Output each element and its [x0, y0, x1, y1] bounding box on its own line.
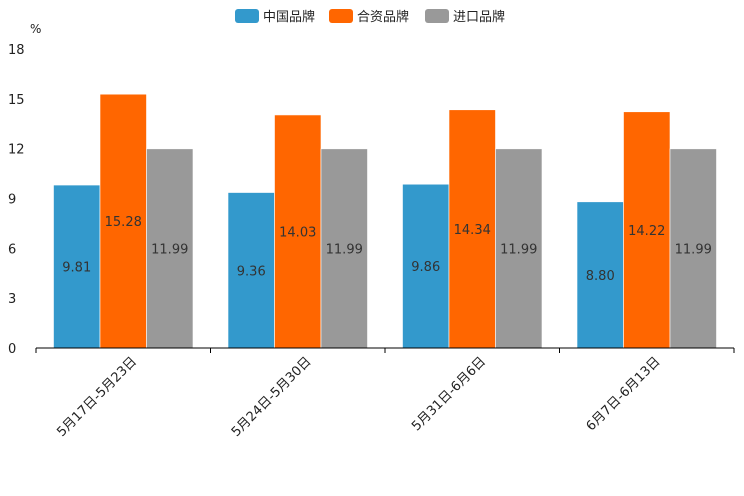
bar [669, 148, 717, 349]
y-axis-unit: % [30, 22, 41, 36]
legend-swatch [425, 9, 449, 23]
y-tick-label: 12 [8, 143, 25, 158]
bar [53, 184, 101, 349]
bar-value-label: 8.80 [586, 269, 615, 284]
bar-value-label: 14.03 [279, 225, 316, 240]
legend-label: 进口品牌 [453, 9, 505, 25]
bar-value-label: 9.86 [411, 260, 440, 275]
bar-value-label: 9.36 [237, 264, 266, 279]
bar-value-label: 14.22 [628, 224, 665, 239]
legend-swatch [329, 9, 353, 23]
legend: 中国品牌 合资品牌 进口品牌 [235, 9, 505, 25]
bar [320, 148, 368, 349]
x-category-label: 5月24日-5月30日 [229, 354, 315, 440]
bar [99, 93, 147, 349]
y-tick-label: 9 [8, 193, 16, 208]
y-tick-label: 3 [8, 292, 16, 307]
bar-value-label: 11.99 [326, 242, 363, 257]
bar-value-label: 11.99 [500, 242, 537, 257]
bar-value-label: 14.34 [454, 223, 491, 238]
bar [274, 114, 322, 349]
y-tick-label: 18 [8, 43, 25, 58]
y-tick-label: 15 [8, 93, 25, 108]
bar-value-label: 11.99 [675, 242, 712, 257]
legend-label: 合资品牌 [357, 9, 409, 25]
bar-value-label: 9.81 [62, 261, 91, 276]
bar [146, 148, 194, 349]
data-labels: 9.81 15.28 11.99 9.36 14.03 11.99 9.86 14.34 11.… [62, 215, 712, 284]
bar-value-label: 15.28 [105, 215, 142, 230]
bar-value-label: 11.99 [151, 242, 188, 257]
x-category-label: 6月7日-6月13日 [584, 354, 664, 434]
x-axis-ticks: 5月17日-5月23日 5月24日-5月30日 5月31日-6月6日 6月7日-6月1… [35, 348, 735, 440]
y-axis-ticks: 0 3 6 9 12 15 18 [8, 43, 25, 357]
legend-label: 中国品牌 [263, 9, 315, 25]
bar [227, 192, 275, 349]
x-category-label: 5月17日-5月23日 [54, 354, 140, 440]
bar [448, 109, 496, 349]
x-category-label: 5月31日-6月6日 [409, 354, 489, 434]
y-tick-label: 6 [8, 242, 16, 257]
bar [576, 201, 624, 349]
y-tick-label: 0 [8, 342, 16, 357]
legend-swatch [235, 9, 259, 23]
bars [53, 93, 717, 349]
